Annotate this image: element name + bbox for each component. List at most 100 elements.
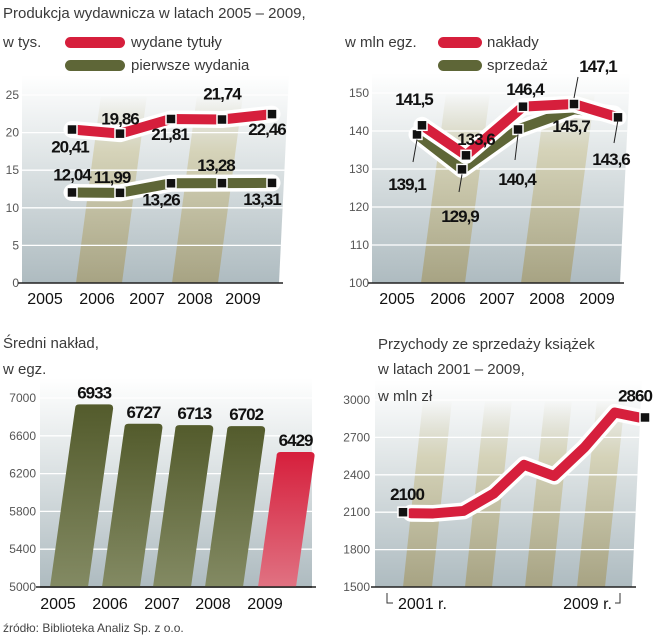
legend-label-naklady: nakłady (487, 34, 539, 51)
data-label: 19,86 (101, 110, 139, 129)
legend-swatch-naklady (438, 37, 482, 48)
leader-line (412, 139, 418, 163)
data-label: 140,4 (498, 170, 537, 189)
chart2-unit: w mln egz. (344, 34, 417, 51)
y-tick-label: 1800 (343, 543, 370, 557)
data-point-marker (114, 127, 126, 140)
y-tick-label: 6200 (9, 467, 36, 481)
x-tick-label: 2005 (27, 291, 63, 308)
data-point-marker (266, 108, 278, 120)
data-label: 21,74 (203, 85, 242, 104)
x-tick-label: 2006 (79, 291, 115, 308)
x-tick-label: 2005 (40, 596, 76, 613)
data-point-marker (114, 187, 126, 199)
data-point-marker (517, 100, 529, 113)
x-label-2009: 2009 r. (563, 596, 612, 613)
legend-swatch-sprzedaz (438, 60, 482, 71)
data-point-marker (216, 177, 228, 189)
leader-line (613, 119, 619, 144)
data-point-marker (568, 98, 580, 110)
data-point-marker (639, 411, 651, 424)
x-tick-label: 2009 (579, 291, 615, 308)
x-tick-label: 2009 (225, 291, 261, 308)
y-tick-label: 6600 (9, 429, 36, 443)
chart1-title: Produkcja wydawnicza w latach 2005 – 200… (3, 5, 306, 22)
x-tick-label: 2008 (529, 291, 565, 308)
legend-swatch-wydane-tytuly (65, 37, 125, 48)
data-point-marker (165, 113, 177, 125)
data-label: 2860 (618, 386, 652, 405)
y-tick-label: 2700 (343, 430, 370, 444)
x-tick-label: 2006 (92, 596, 128, 613)
y-tick-label: 1500 (343, 580, 370, 594)
data-label: 133,6 (457, 130, 495, 149)
bracket-2001 (386, 593, 393, 604)
data-label: 6429 (279, 431, 313, 450)
chart1-unit: w tys. (2, 34, 41, 51)
y-tick-label: 7000 (9, 391, 36, 405)
y-tick-label: 10 (6, 201, 20, 215)
column-stripe (521, 93, 595, 283)
chart4-title: Przychody ze sprzedaży książek (378, 336, 595, 353)
leader-line (458, 174, 463, 193)
data-label: 6702 (229, 405, 263, 424)
data-label: 2100 (390, 485, 424, 504)
chart3-unit: w egz. (2, 361, 46, 378)
source-note: źródło: Biblioteka Analiz Sp. z o.o. (3, 621, 184, 635)
data-label: 22,46 (248, 120, 286, 139)
y-tick-label: 120 (349, 200, 369, 214)
data-point-marker (266, 177, 278, 189)
data-label: 6933 (77, 383, 111, 402)
x-tick-label: 2007 (144, 596, 180, 613)
data-label: 20,41 (51, 138, 89, 157)
chart-naklady-sprzedaz: 100 110 120 130 140 150 141,5 133,6 146,4 147,1 14… (349, 57, 631, 308)
data-label: 143,6 (592, 150, 630, 169)
data-label: 21,81 (151, 125, 189, 144)
data-point-marker (216, 113, 228, 126)
y-tick-label: 3000 (343, 393, 370, 407)
y-tick-label: 2400 (343, 468, 370, 482)
data-point-marker (460, 149, 472, 162)
data-label: 141,5 (395, 90, 433, 109)
data-label: 139,1 (388, 175, 426, 194)
y-tick-label: 2100 (343, 505, 370, 519)
x-tick-label: 2006 (430, 291, 466, 308)
legend-swatch-pierwsze-wydania (65, 60, 125, 71)
x-tick-label: 2008 (177, 291, 213, 308)
bar-2009 (258, 451, 315, 587)
y-tick-label: 5800 (9, 504, 36, 518)
chart4-subtitle: w latach 2001 – 2009, (377, 361, 525, 378)
chart-sredni-naklad: 5000 5400 5800 6200 6600 7000 6933 6727 6713 6702… (9, 378, 316, 613)
bar-2006 (102, 423, 163, 587)
y-tick-label: 15 (6, 163, 20, 177)
data-point-marker (66, 123, 78, 136)
legend-label-pierwsze-wydania: pierwsze wydania (131, 57, 250, 74)
y-tick-label: 5400 (9, 542, 36, 556)
y-tick-label: 140 (349, 124, 369, 138)
column-stripe (403, 400, 452, 587)
data-label: 11,99 (94, 168, 131, 187)
y-tick-label: 20 (6, 126, 20, 140)
column-stripe (525, 400, 572, 587)
data-label: 146,4 (506, 80, 545, 99)
bar-2005 (50, 404, 114, 587)
legend-label-wydane-tytuly: wydane tytuły (130, 34, 222, 51)
y-tick-label: 150 (349, 86, 369, 100)
chart-przychody: 1500 1800 2100 2400 2700 3000 2100 2860 2001 r. 2… (343, 380, 653, 613)
chart-produkcja-wydawnicza: 0 5 10 15 20 25 20,41 19,86 21,81 21,74 22,46 12,04… (6, 75, 289, 308)
x-tick-label: 2008 (195, 596, 231, 613)
x-tick-label: 2007 (479, 291, 515, 308)
leader-line (573, 76, 579, 99)
legend-label-sprzedaz: sprzedaż (487, 57, 548, 74)
data-label: 6713 (177, 404, 211, 423)
data-point-marker (397, 506, 409, 518)
data-label: 13,26 (142, 190, 180, 209)
x-tick-label: 2007 (129, 291, 165, 308)
data-label: 13,31 (243, 190, 281, 209)
data-label: 13,28 (197, 156, 235, 175)
revenue-line (406, 407, 644, 519)
data-label: 129,9 (441, 207, 479, 226)
y-tick-label: 0 (12, 276, 19, 290)
data-label: 6727 (127, 403, 161, 422)
